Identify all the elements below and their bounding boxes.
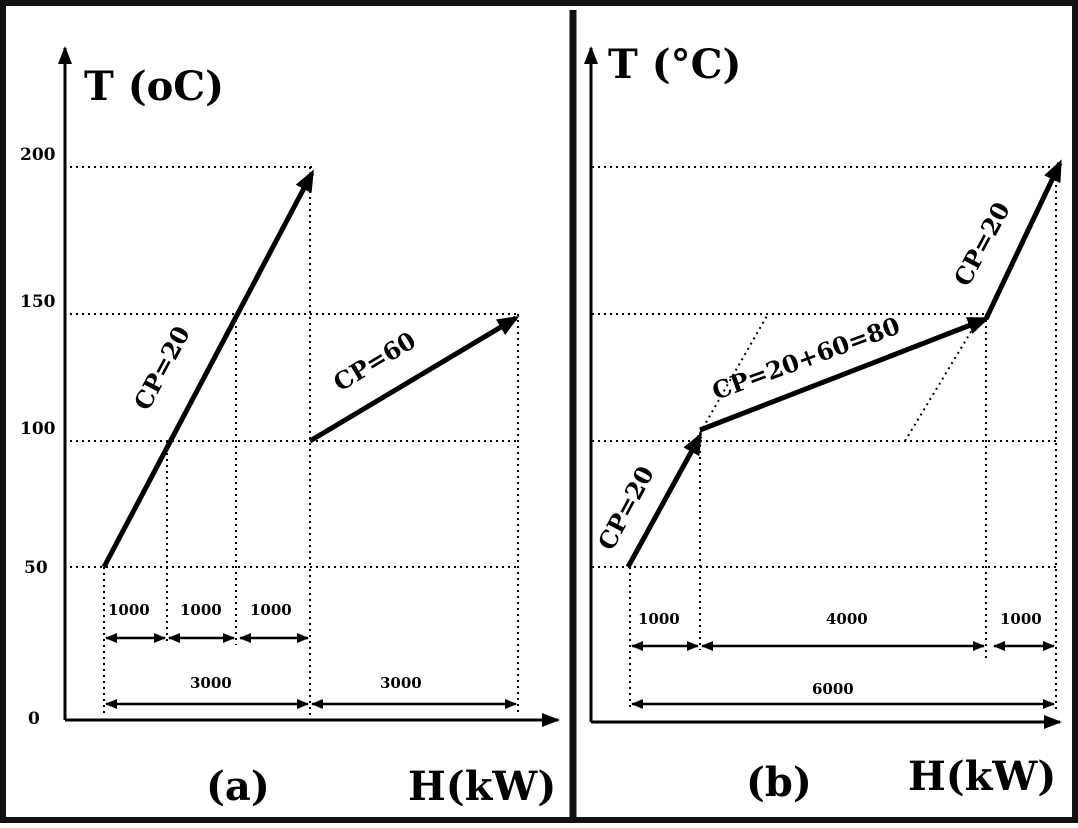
dim-total2-label-a: 3000	[380, 674, 422, 692]
dim-seg3-label-a: 1000	[250, 601, 292, 619]
construction-line-2	[904, 329, 973, 442]
stream1-label-a: CP=20	[128, 321, 196, 415]
dim-total1-label-a: 3000	[190, 674, 232, 692]
dim-total-label-b: 6000	[812, 680, 854, 698]
dim-seg3-label-b: 1000	[1000, 610, 1042, 628]
y-tick-100: 100	[20, 419, 56, 439]
seg1-label-b: CP=20	[592, 461, 660, 555]
y-tick-150: 150	[20, 292, 56, 312]
dim-seg2-label-b: 4000	[826, 610, 868, 628]
y-axis-label-b: T (°C)	[608, 41, 741, 88]
panel-b: CP=20 CP=20+60=80 CP=20 1000 4000 1000 6…	[584, 41, 1063, 806]
x-axis-label-a: H(kW)	[408, 763, 556, 810]
panel-a: CP=20 CP=60 1000 1000 1000 3000 3000 200…	[20, 46, 560, 810]
composite-seg3-b	[983, 159, 1063, 321]
stream-cp60-a	[308, 315, 520, 444]
dim-seg1-label-a: 1000	[108, 601, 150, 619]
caption-b: (b)	[746, 759, 812, 806]
construction-line-1	[699, 313, 769, 434]
dim-seg2-label-a: 1000	[180, 601, 222, 619]
y-axis-label-a: T (oC)	[84, 63, 224, 110]
dim-seg1-label-b: 1000	[638, 610, 680, 628]
composite-seg1-b	[625, 432, 703, 569]
x-axis-label-b: H(kW)	[908, 753, 1056, 800]
y-tick-0: 0	[28, 709, 40, 729]
y-tick-50: 50	[24, 558, 48, 578]
stream-cp20-a	[101, 169, 315, 569]
composite-seg2-b	[699, 316, 990, 433]
y-tick-200: 200	[20, 145, 56, 165]
caption-a: (a)	[206, 763, 270, 810]
stream2-label-a: CP=60	[328, 326, 421, 398]
